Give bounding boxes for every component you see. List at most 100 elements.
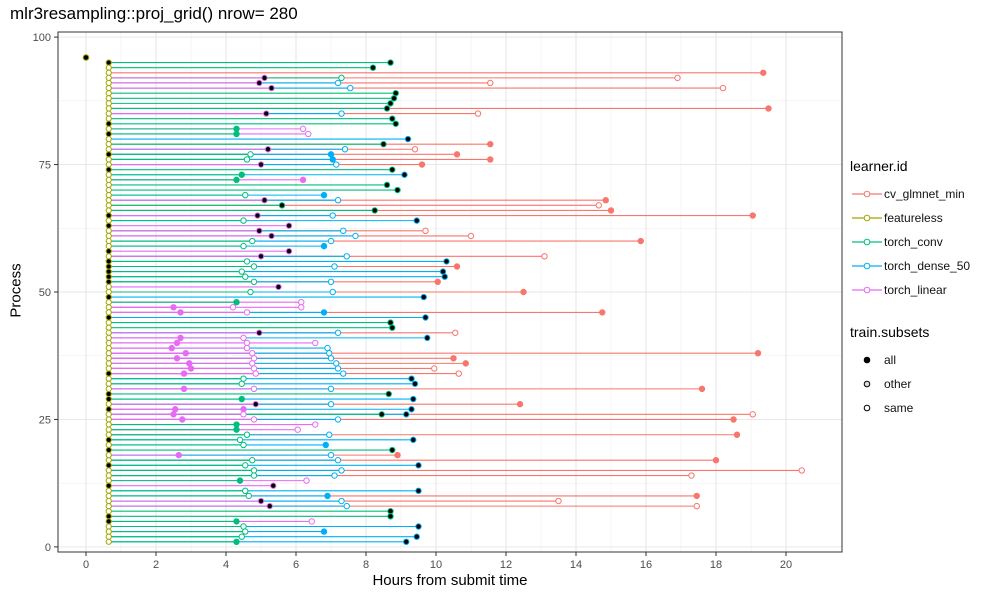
point-torch_conv <box>394 186 401 194</box>
point-cv_glmnet_min <box>467 232 475 240</box>
point-featureless <box>105 309 112 316</box>
legend-label: featureless <box>884 211 943 225</box>
point-torch_dense_50 <box>320 191 328 199</box>
point-featureless <box>105 176 112 183</box>
chart-title: mlr3resampling::proj_grid() nrow= 280 <box>10 4 298 23</box>
legend-key-other <box>863 380 871 388</box>
point-torch_conv <box>387 59 394 66</box>
point-torch_conv <box>338 74 345 82</box>
point-cv_glmnet_min <box>719 84 727 92</box>
point-featureless <box>105 258 112 265</box>
point-featureless <box>105 100 112 107</box>
point-featureless <box>105 110 112 117</box>
point-torch_linear <box>173 355 181 362</box>
point-torch_linear <box>186 360 193 367</box>
point-featureless <box>105 268 112 275</box>
point-featureless <box>105 390 112 398</box>
point-torch_conv <box>387 100 394 107</box>
point-torch_linear <box>266 502 273 510</box>
point-featureless <box>105 197 112 204</box>
point-torch_dense_50 <box>420 293 427 301</box>
point-cv_glmnet_min <box>452 329 459 336</box>
legend-key-featureless <box>852 214 882 222</box>
plot-border <box>57 31 843 553</box>
point-torch_dense_50 <box>413 217 420 224</box>
point-featureless <box>105 518 112 525</box>
point-torch_dense_50 <box>327 400 335 408</box>
point-torch_dense_50 <box>333 360 340 367</box>
point-torch_dense_50 <box>401 171 408 178</box>
y-tick-label: 50 <box>39 287 51 299</box>
point-torch_conv <box>240 242 247 250</box>
x-tick-label: 2 <box>153 559 159 571</box>
point-torch_linear <box>250 365 258 372</box>
point-torch_linear <box>257 497 265 505</box>
point-torch_linear <box>299 125 307 133</box>
point-featureless <box>105 452 112 459</box>
point-torch_conv <box>249 237 256 245</box>
point-torch_linear <box>263 110 270 117</box>
point-featureless <box>105 69 112 76</box>
point-featureless <box>105 135 112 143</box>
point-torch_linear <box>285 248 293 255</box>
point-torch_conv <box>390 95 398 102</box>
x-axis-label: Hours from submit time <box>372 572 528 589</box>
point-featureless <box>105 171 112 178</box>
point-featureless <box>105 212 112 219</box>
point-featureless <box>105 426 112 433</box>
point-featureless <box>105 503 112 510</box>
point-torch_linear <box>275 283 282 291</box>
point-torch_linear <box>303 477 310 484</box>
point-torch_conv <box>245 492 252 500</box>
point-torch_linear <box>298 304 305 311</box>
point-torch_conv <box>233 426 240 433</box>
point-featureless <box>105 79 112 87</box>
point-featureless <box>105 166 112 173</box>
point-torch_linear <box>243 309 251 316</box>
point-cv_glmnet_min <box>453 263 461 270</box>
point-torch_dense_50 <box>320 242 328 250</box>
point-torch_conv <box>233 298 240 306</box>
point-torch_conv <box>238 171 245 178</box>
point-torch_dense_50 <box>411 380 419 387</box>
point-featureless <box>105 395 112 403</box>
legend-label: same <box>884 401 914 415</box>
point-featureless <box>105 436 112 443</box>
legend-item-all: all <box>850 348 995 372</box>
legend-item-featureless: featureless <box>850 206 995 230</box>
point-torch_linear <box>172 406 179 413</box>
x-tick-label: 6 <box>293 559 299 571</box>
point-torch_dense_50 <box>327 151 335 158</box>
point-torch_conv <box>392 120 399 127</box>
point-featureless <box>105 288 112 296</box>
point-torch_conv <box>242 191 249 199</box>
point-torch_linear <box>229 304 237 311</box>
point-torch_conv <box>389 166 396 173</box>
point-cv_glmnet_min <box>595 202 602 209</box>
point-torch_conv <box>378 411 385 418</box>
legend-label: torch_dense_50 <box>884 259 971 273</box>
x-tick-label: 10 <box>430 559 442 571</box>
point-featureless <box>105 115 112 122</box>
point-featureless <box>105 401 112 408</box>
point-torch_linear <box>257 161 265 168</box>
y-tick-label: 25 <box>39 414 51 426</box>
point-torch_dense_50 <box>439 268 447 275</box>
x-tick-label: 4 <box>223 559 229 571</box>
point-torch_linear <box>299 176 307 184</box>
point-featureless <box>105 375 112 382</box>
point-cv_glmnet_min <box>712 457 720 464</box>
point-torch_dense_50 <box>338 467 345 474</box>
point-featureless <box>105 365 112 372</box>
point-torch_conv <box>236 436 244 444</box>
x-tick-label: 12 <box>500 559 512 571</box>
point-cv_glmnet_min <box>394 451 401 459</box>
point-torch_linear <box>264 146 272 153</box>
point-featureless <box>105 207 112 214</box>
point-featureless <box>105 431 112 438</box>
point-torch_conv <box>233 538 240 546</box>
point-torch_conv <box>250 467 258 474</box>
point-featureless <box>105 513 112 520</box>
point-torch_dense_50 <box>334 197 342 204</box>
point-cv_glmnet_min <box>599 309 606 316</box>
